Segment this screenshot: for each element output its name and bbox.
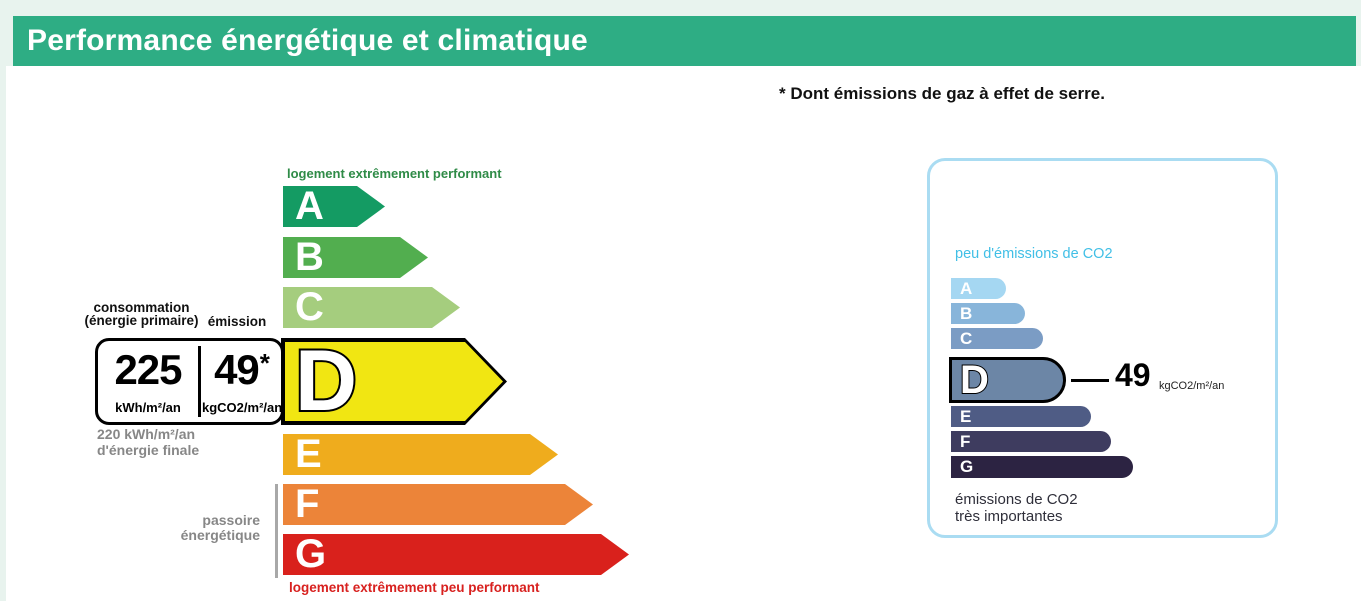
emission-value-column: 49* kgCO2/m²/an [202, 341, 283, 422]
energy-class-arrow-e [283, 434, 558, 475]
energy-class-arrow-d [285, 342, 503, 421]
co2-class-bar-a: A [951, 278, 1006, 299]
page-title: Performance énergétique et climatique [27, 24, 588, 57]
final-energy-line1: 220 kWh/m²/an [97, 426, 196, 442]
energy-class-letter-selected: D [293, 331, 359, 431]
consumption-header-line2: (énergie primaire) [84, 313, 199, 328]
co2-class-letter: E [960, 406, 972, 426]
energy-class-arrow-f [283, 484, 593, 525]
co2-high-emissions-line2: très importantes [955, 507, 1063, 525]
co2-class-bar-b: B [951, 303, 1025, 324]
energy-value: 225 [114, 346, 182, 393]
co2-value-connector-line [1071, 379, 1109, 382]
energy-class-row-b: B [283, 235, 428, 279]
emission-asterisk: * [259, 348, 270, 378]
energy-class-row-g: G [283, 532, 629, 576]
co2-class-bar-e: E [951, 406, 1091, 427]
energy-class-letter: A [295, 184, 324, 228]
co2-class-bar-g: G [951, 456, 1133, 478]
energy-sieve-label: passoire énergétique [148, 513, 260, 543]
header-banner: Performance énergétique et climatique [13, 16, 1356, 66]
energy-unit: kWh/m²/an [115, 400, 181, 415]
energy-scale-top-label: logement extrêmement performant [287, 166, 502, 181]
co2-class-bar-f: F [951, 431, 1111, 452]
consumption-header-line1: consommation [93, 300, 190, 315]
energy-sieve-line2: énergétique [180, 527, 260, 543]
co2-panel: peu d'émissions de CO2 A B C D E F G 49 … [927, 158, 1278, 538]
energy-class-letter: B [295, 235, 324, 279]
co2-class-letter: B [960, 303, 973, 323]
energy-class-letter: C [295, 285, 324, 329]
energy-value-column: 225 kWh/m²/an [98, 341, 198, 422]
energy-class-arrow-c [283, 287, 460, 328]
energy-sieve-bracket-line [275, 484, 278, 578]
final-energy-label: 220 kWh/m²/an d'énergie finale [97, 426, 200, 458]
co2-high-emissions-label: émissions de CO2 très importantes [955, 491, 1078, 525]
co2-class-letter: C [960, 328, 973, 348]
energy-class-letter: E [295, 432, 322, 476]
final-energy-line2: d'énergie finale [97, 441, 200, 458]
co2-class-letter-selected: D [959, 357, 990, 403]
consumption-value-box: 225 kWh/m²/an 49* kgCO2/m²/an [95, 338, 284, 425]
energy-class-row-d-selected: D [281, 331, 507, 431]
co2-class-letter: A [960, 278, 973, 298]
energy-class-arrow-g [283, 534, 629, 575]
co2-class-letter: G [960, 457, 974, 476]
co2-class-bar-d-selected: D [949, 357, 1066, 403]
consumption-header: consommation (énergie primaire) [84, 300, 199, 328]
energy-class-letter: F [295, 482, 320, 526]
co2-class-bar-c: C [951, 328, 1043, 349]
value-box-divider [198, 346, 201, 417]
energy-scale-bottom-label: logement extrêmement peu performant [289, 580, 540, 595]
co2-class-letter: F [960, 431, 971, 451]
energy-class-arrow-b [283, 237, 428, 278]
emission-header: émission [207, 314, 267, 329]
emission-unit: kgCO2/m²/an [202, 400, 283, 415]
co2-value: 49 [1115, 357, 1151, 393]
greenhouse-gas-note: * Dont émissions de gaz à effet de serre… [779, 84, 1105, 103]
energy-class-row-a: A [283, 184, 385, 228]
energy-class-row-f: F [283, 482, 593, 526]
co2-high-emissions-line1: émissions de CO2 [955, 491, 1078, 508]
co2-low-emissions-label: peu d'émissions de CO2 [955, 246, 1113, 262]
energy-class-letter: G [295, 532, 327, 576]
emission-value: 49* [214, 346, 270, 393]
energy-class-row-e: E [283, 432, 558, 476]
co2-unit: kgCO2/m²/an [1159, 380, 1225, 392]
energy-class-row-c: C [283, 285, 460, 329]
energy-sieve-line1: passoire [202, 512, 260, 528]
